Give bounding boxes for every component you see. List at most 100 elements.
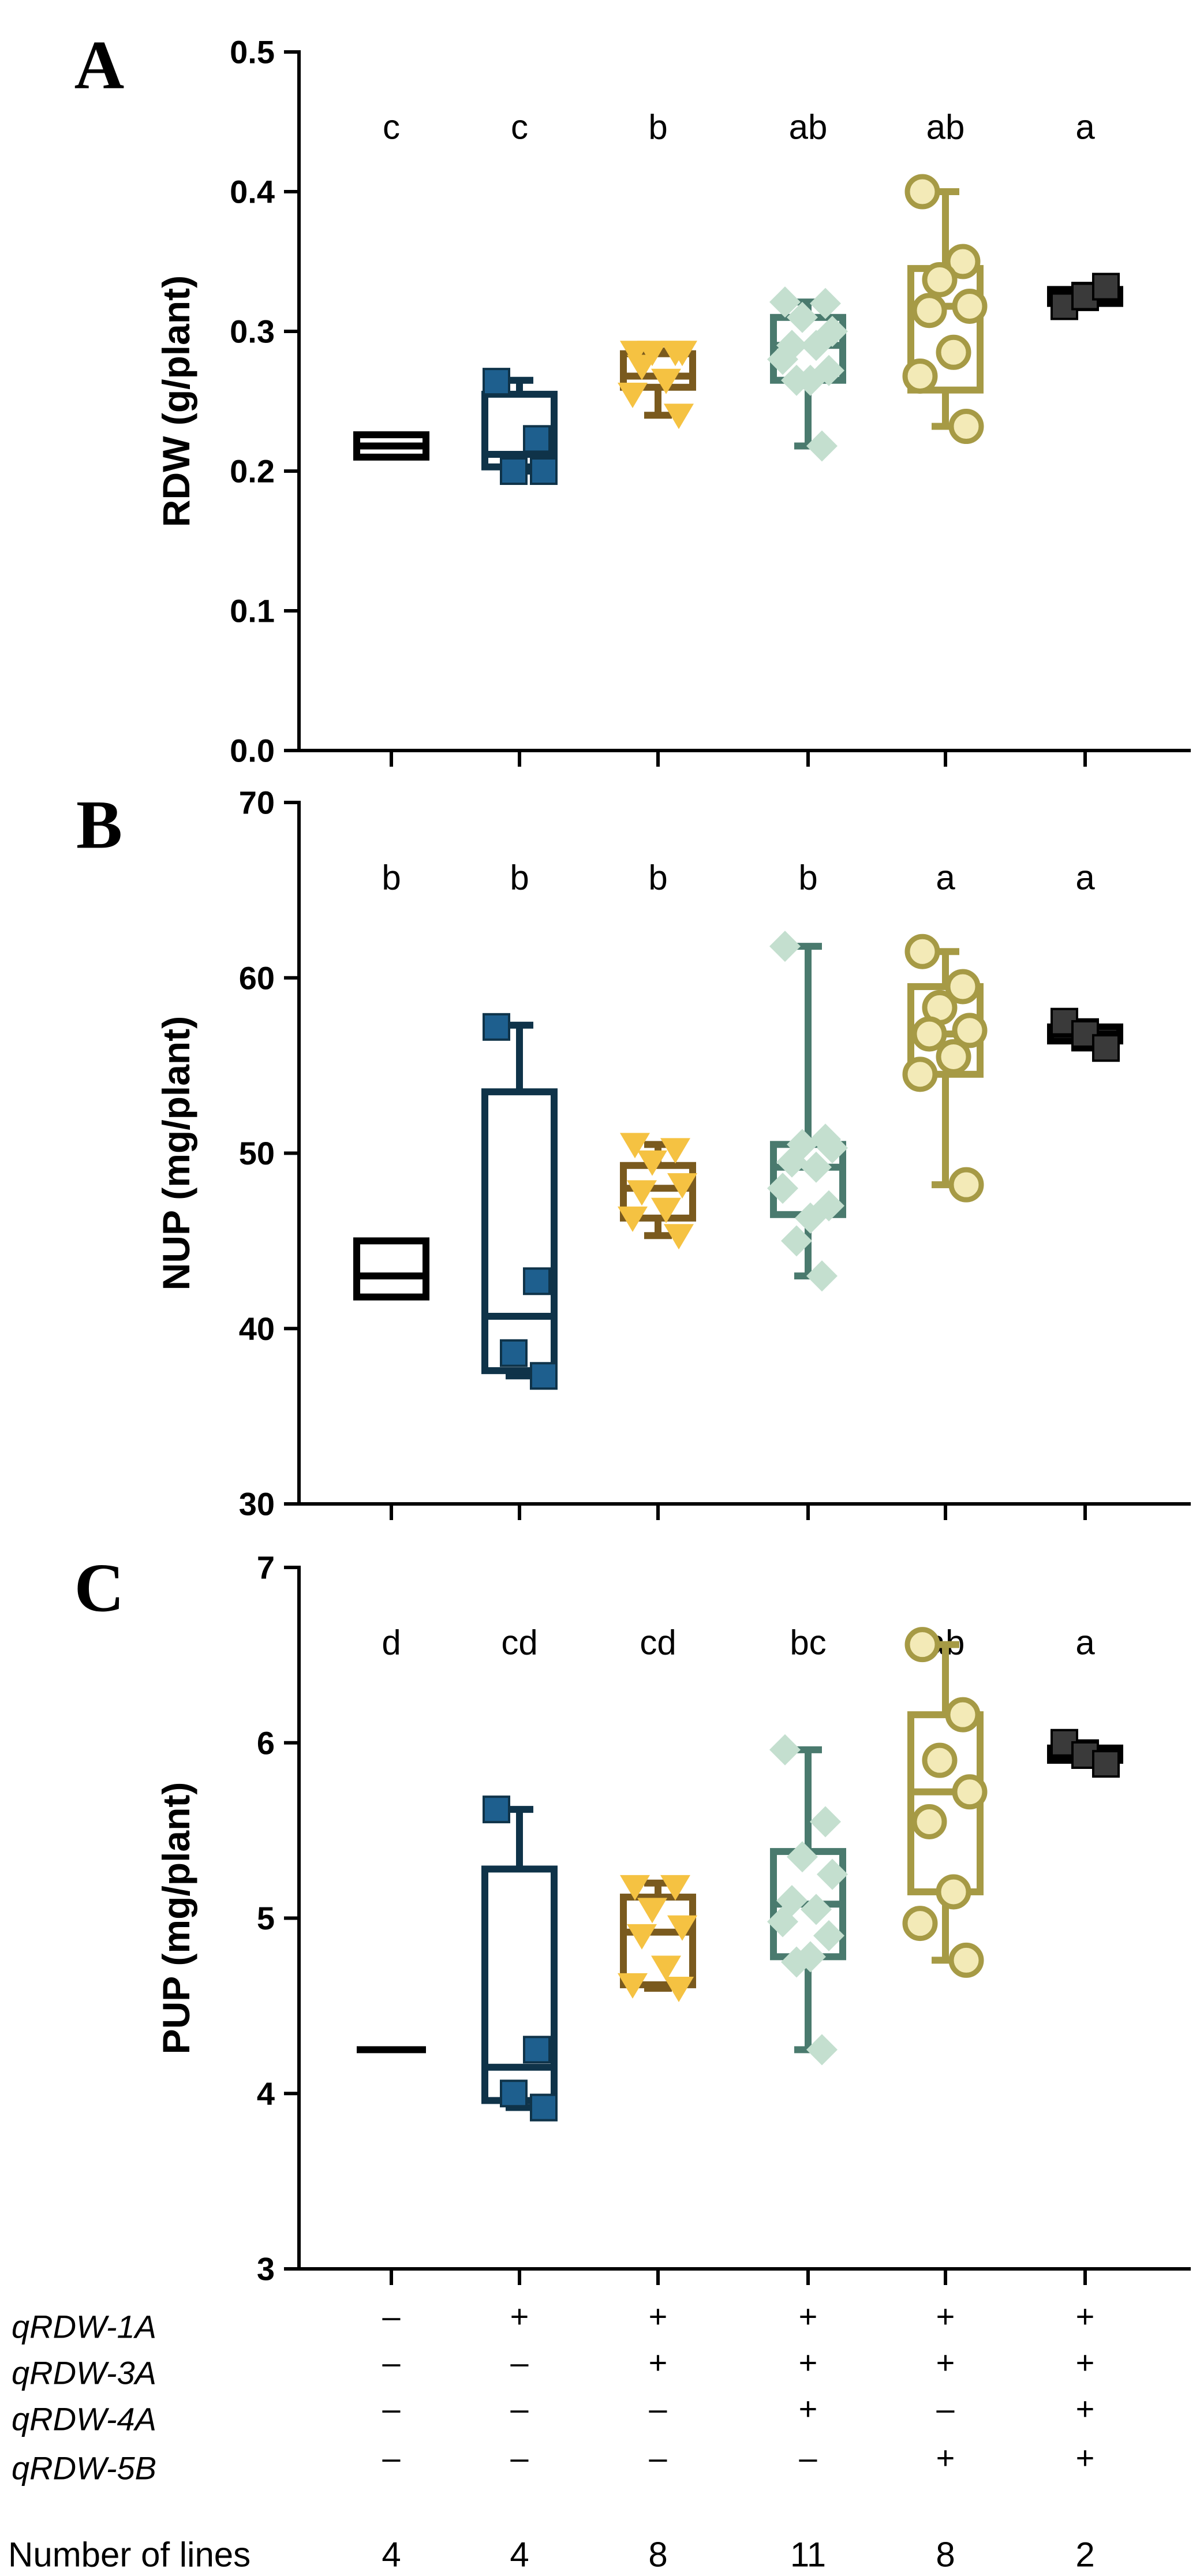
- y-axis-label: PUP (mg/plant): [155, 1782, 197, 2055]
- genotype-sign: +: [799, 2344, 818, 2381]
- data-point: [952, 288, 988, 324]
- significance-letter: bc: [790, 1623, 826, 1662]
- panel-label: B: [76, 786, 122, 863]
- box: [353, 1237, 429, 1301]
- significance-letter: b: [382, 858, 401, 897]
- data-point: [651, 1955, 681, 1981]
- genotype-sign: –: [936, 2391, 955, 2427]
- genotype-sign: +: [1076, 2344, 1095, 2381]
- data-point: [667, 1173, 697, 1199]
- data-point: [651, 368, 681, 394]
- significance-letter: c: [383, 108, 400, 147]
- data-point: [767, 1906, 798, 1937]
- data-point: [817, 1858, 848, 1890]
- box-group-5: [902, 1627, 988, 1978]
- data-point: [620, 1133, 650, 1159]
- data-point: [810, 1806, 841, 1838]
- panel-label: C: [74, 1550, 125, 1626]
- line-count: 8: [648, 2536, 667, 2574]
- panel-label: A: [74, 27, 125, 103]
- significance-letter: b: [798, 858, 817, 897]
- line-count-row: Number of lines 4 4 8 11 8 2: [8, 2536, 1095, 2574]
- data-point: [945, 969, 981, 1005]
- box-group-6: [1047, 272, 1123, 320]
- genotype-sign: –: [382, 2298, 401, 2335]
- data-point: [806, 1260, 838, 1292]
- data-point: [1092, 1034, 1120, 1062]
- box-group-4: [767, 1734, 848, 2066]
- significance-letter: a: [1075, 858, 1095, 897]
- data-point: [530, 2093, 558, 2122]
- data-point: [945, 1697, 981, 1733]
- y-tick-label: 0.0: [230, 733, 275, 769]
- data-point: [769, 931, 801, 962]
- data-point: [952, 1774, 988, 1810]
- data-point: [787, 301, 818, 333]
- data-point: [948, 409, 984, 445]
- genotype-sign: –: [510, 2440, 529, 2476]
- genotype-sign: +: [936, 2344, 955, 2381]
- genotype-sign: +: [936, 2298, 955, 2335]
- significance-letter: b: [648, 108, 667, 147]
- data-point: [952, 1013, 988, 1048]
- genotype-sign: +: [799, 2298, 818, 2335]
- data-point: [483, 1013, 510, 1041]
- data-point: [813, 1920, 844, 1951]
- data-point: [500, 2080, 528, 2108]
- data-point: [936, 1874, 971, 1910]
- genotype-sign: +: [1076, 2440, 1095, 2476]
- data-point: [523, 425, 551, 453]
- data-point: [483, 368, 510, 396]
- data-point: [801, 1151, 832, 1183]
- data-point: [664, 404, 694, 430]
- data-point: [500, 1339, 528, 1367]
- box: [620, 1894, 696, 1988]
- data-point: [922, 262, 958, 297]
- significance-letter: a: [936, 858, 955, 897]
- data-point: [904, 174, 940, 210]
- chart-panel-b: B NUP (mg/plant) 30 40 50 60 70 b b b b a a: [76, 785, 1191, 1522]
- significance-letter: d: [382, 1623, 401, 1662]
- data-point: [902, 1056, 938, 1092]
- box-group-2: [481, 1795, 558, 2122]
- y-tick-label: 7: [257, 1550, 275, 1586]
- y-tick-label: 50: [239, 1135, 275, 1171]
- genotype-sign: +: [649, 2298, 668, 2335]
- data-point: [781, 364, 812, 396]
- data-point: [911, 1016, 947, 1052]
- data-point: [1092, 1750, 1120, 1778]
- box-group-1: [353, 1237, 429, 1301]
- data-point: [904, 1627, 940, 1663]
- significance-letter: ab: [789, 108, 828, 147]
- significance-letter: a: [1075, 108, 1095, 147]
- data-point: [664, 1977, 694, 2002]
- genotype-sign: –: [510, 2344, 529, 2381]
- box: [481, 1088, 558, 1375]
- box-group-1: [353, 431, 429, 461]
- data-point: [618, 382, 648, 408]
- data-point: [911, 293, 947, 328]
- y-tick-label: 60: [239, 960, 275, 996]
- y-tick-label: 40: [239, 1311, 275, 1347]
- data-point: [769, 1734, 801, 1765]
- box-group-5: [902, 174, 988, 445]
- data-point: [637, 341, 667, 367]
- data-point: [769, 286, 801, 318]
- data-point: [904, 934, 940, 969]
- data-point: [660, 1875, 690, 1901]
- data-point: [806, 430, 838, 462]
- data-point: [936, 1039, 971, 1074]
- line-count: 8: [936, 2536, 955, 2574]
- gene-name: qRDW-4A: [12, 2401, 156, 2437]
- data-point: [948, 1167, 984, 1203]
- data-point: [523, 2036, 551, 2064]
- data-point: [660, 1138, 690, 1164]
- data-point: [801, 1894, 832, 1925]
- data-point: [945, 244, 981, 279]
- y-tick-label: 0.1: [230, 593, 275, 629]
- y-tick-label: 30: [239, 1486, 275, 1522]
- data-point: [781, 1946, 812, 1978]
- y-tick-label: 0.5: [230, 34, 275, 70]
- genotype-sign: +: [649, 2344, 668, 2381]
